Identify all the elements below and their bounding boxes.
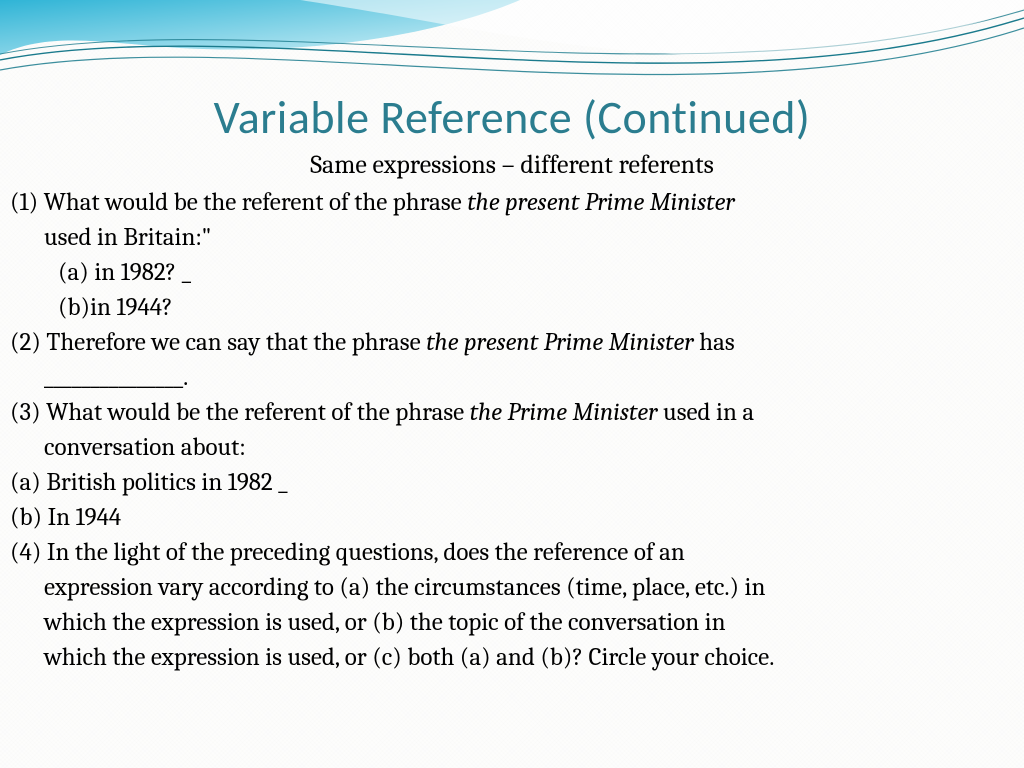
q4-line2: expression vary according to (a) the cir…	[10, 571, 1014, 604]
q3-option-a: (a) British politics in 1982 _	[10, 466, 1014, 499]
q2-italic: the present Prime Minister	[426, 328, 694, 357]
q3-line1: (3) What would be the referent of the ph…	[10, 396, 1014, 429]
q2-line1: (2) Therefore we can say that the phrase…	[10, 326, 1014, 359]
q3-italic: the Prime Minister	[470, 398, 658, 427]
q2-text-b: has	[694, 328, 735, 357]
q4-line1: (4) In the light of the preceding questi…	[10, 536, 1014, 569]
slide-body: (1) What would be the referent of the ph…	[0, 180, 1024, 674]
q4-line4: which the expression is used, or (c) bot…	[10, 641, 1014, 674]
q1-italic: the present Prime Minister	[467, 188, 735, 217]
slide-content: Variable Reference (Continued) Same expr…	[0, 0, 1024, 674]
q1-text-a: (1) What would be the referent of the ph…	[10, 188, 467, 217]
q1-option-a: (a) in 1982? _	[10, 256, 1014, 289]
slide-title: Variable Reference (Continued)	[0, 90, 1024, 146]
q2-text-a: (2) Therefore we can say that the phrase	[10, 328, 426, 357]
q3-option-b: (b) In 1944	[10, 501, 1014, 534]
q2-blank: _______________.	[10, 361, 1014, 394]
q3-text-b: used in a	[658, 398, 755, 427]
q1-line2: used in Britain:"	[10, 221, 1014, 254]
q3-text-a: (3) What would be the referent of the ph…	[10, 398, 470, 427]
slide-subtitle: Same expressions – different referents	[0, 150, 1024, 180]
q4-line3: which the expression is used, or (b) the…	[10, 606, 1014, 639]
q1-option-b: (b)in 1944?	[10, 291, 1014, 324]
q1-line1: (1) What would be the referent of the ph…	[10, 186, 1014, 219]
q3-line2: conversation about:	[10, 431, 1014, 464]
